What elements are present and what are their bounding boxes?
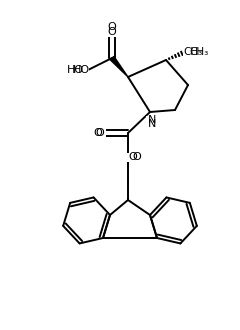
Bar — [107, 27, 117, 37]
Bar — [146, 115, 156, 124]
Text: HO: HO — [67, 65, 84, 75]
Text: N: N — [148, 115, 156, 125]
Text: HO: HO — [72, 65, 90, 75]
Text: O: O — [132, 152, 141, 162]
Text: N: N — [148, 119, 156, 129]
Text: O: O — [93, 128, 102, 138]
Text: O: O — [129, 152, 137, 162]
Polygon shape — [110, 56, 128, 77]
Bar — [94, 128, 106, 138]
Text: O: O — [108, 27, 116, 37]
Text: O: O — [96, 128, 104, 138]
Bar — [127, 152, 139, 161]
Text: CH₃: CH₃ — [189, 47, 208, 57]
Text: CH₃: CH₃ — [183, 47, 203, 57]
Bar — [73, 65, 89, 75]
Text: O: O — [108, 22, 116, 32]
Bar — [183, 48, 203, 56]
